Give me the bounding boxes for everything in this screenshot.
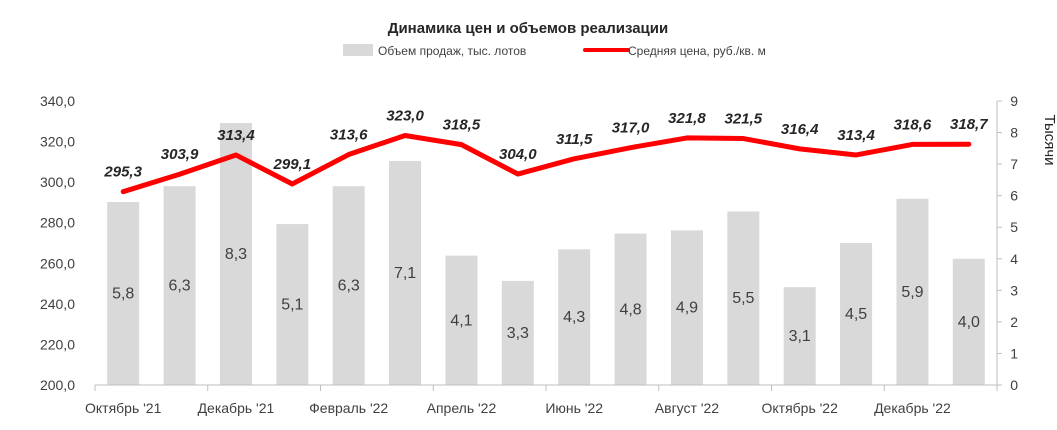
- bar: [219, 123, 252, 385]
- line-data-label: 313,4: [217, 127, 255, 144]
- x-tick-label: Октябрь '21: [85, 400, 162, 416]
- line-data-label: 313,4: [837, 127, 875, 144]
- bar-data-label: 5,5: [732, 290, 754, 307]
- y-left-tick-label: 220,0: [40, 336, 75, 352]
- bar: [501, 280, 534, 385]
- y-left-tick-label: 340,0: [40, 93, 75, 109]
- y-right-tick-label: 1: [1010, 345, 1018, 361]
- bar: [389, 160, 422, 385]
- line-data-label: 323,0: [386, 107, 424, 124]
- legend: Объем продаж, тыс. лотов Средняя цена, р…: [343, 44, 766, 58]
- x-tick-label: Декабрь '22: [874, 400, 951, 416]
- legend-line-label: Средняя цена, руб./кв. м: [628, 44, 766, 58]
- bar-data-label: 7,1: [394, 265, 416, 282]
- x-tick-label: Июнь '22: [545, 400, 603, 416]
- y-right-tick-label: 6: [1010, 188, 1018, 204]
- y-right-tick-label: 5: [1010, 219, 1018, 235]
- y-left-tick-label: 280,0: [40, 215, 75, 231]
- y-right-tick-label: 2: [1010, 314, 1018, 330]
- line-data-label: 313,6: [330, 127, 368, 144]
- y-right-tick-label: 7: [1010, 156, 1018, 172]
- line-data-label: 304,0: [499, 146, 537, 163]
- bar-data-label: 5,1: [281, 297, 303, 314]
- bar: [332, 186, 365, 385]
- bar: [614, 233, 647, 385]
- line-data-label: 311,5: [556, 131, 593, 148]
- bar-data-label: 4,1: [450, 312, 472, 329]
- y-left-tick-label: 260,0: [40, 255, 75, 271]
- bar-data-label: 4,9: [676, 300, 698, 317]
- bar: [952, 258, 985, 385]
- bar: [896, 198, 929, 385]
- bar-data-label: 3,1: [789, 328, 811, 345]
- bar: [276, 224, 309, 385]
- bars: [107, 123, 985, 385]
- line-data-label: 317,0: [612, 120, 650, 137]
- line-data-label: 318,7: [950, 116, 988, 133]
- y-right-axis-title: Тысячи: [1041, 114, 1057, 165]
- bar: [163, 186, 196, 385]
- y-right-tick-label: 9: [1010, 93, 1018, 109]
- bar-data-label: 5,9: [901, 284, 923, 301]
- bar: [670, 230, 703, 385]
- y-left-tick-label: 240,0: [40, 296, 75, 312]
- y-left-tick-label: 320,0: [40, 134, 75, 150]
- legend-bar-swatch: [343, 44, 373, 56]
- line-series: [120, 132, 972, 195]
- y-right-tick-label: 0: [1010, 377, 1018, 393]
- x-tick-label: Октябрь '22: [761, 400, 838, 416]
- bar-data-label: 4,8: [619, 301, 641, 318]
- bar-data-label: 8,3: [225, 246, 247, 263]
- x-tick-label: Август '22: [655, 400, 719, 416]
- x-tick-label: Февраль '22: [309, 400, 388, 416]
- bar-data-label: 6,3: [168, 278, 190, 295]
- line-data-label: 318,5: [443, 117, 481, 134]
- x-tick-label: Апрель '22: [427, 400, 497, 416]
- bar-data-label: 4,3: [563, 309, 585, 326]
- x-ticks: Октябрь '21 Декабрь '21 Февраль '22 Апрель …: [85, 385, 998, 416]
- x-tick-label: Декабрь '21: [198, 400, 275, 416]
- line-data-label: 299,1: [273, 156, 312, 173]
- y-right-tick-label: 3: [1010, 282, 1018, 298]
- bar-data-label: 4,0: [958, 314, 980, 331]
- y-left-axis: 200,0 220,0 240,0 260,0 280,0 300,0 320,0 340,0: [40, 93, 75, 393]
- bar-data-label: 6,3: [338, 278, 360, 295]
- bar: [783, 287, 816, 385]
- y-right-tick-label: 8: [1010, 125, 1018, 141]
- bar: [840, 243, 873, 385]
- bar-data-label: 4,5: [845, 306, 867, 323]
- bar: [107, 201, 140, 385]
- bar-labels: 5,8 6,3 8,3 5,1 6,3 7,1 4,1 3,3 4,3 4,8 4,9 5,5 3,1 4…: [112, 246, 980, 345]
- y-left-tick-label: 300,0: [40, 174, 75, 190]
- chart-title: Динамика цен и объемов реализации: [388, 20, 668, 37]
- y-right-axis: 0 1 2 3 4 5 6 7 8 9: [996, 93, 1018, 393]
- line-data-label: 318,6: [894, 116, 932, 133]
- bar: [445, 255, 478, 385]
- bar-data-label: 5,8: [112, 285, 134, 302]
- bar: [727, 211, 760, 385]
- legend-bar-label: Объем продаж, тыс. лотов: [378, 44, 526, 58]
- y-left-tick-label: 200,0: [40, 377, 75, 393]
- line-labels: 295,3 303,9 313,4 299,1 313,6 323,0 318,5 304,0…: [103, 107, 988, 180]
- line-data-label: 321,5: [725, 111, 763, 128]
- price-line: [120, 132, 972, 195]
- y-right-tick-label: 4: [1010, 251, 1018, 267]
- bar-data-label: 3,3: [507, 325, 529, 342]
- line-data-label: 316,4: [781, 121, 819, 138]
- bar: [558, 249, 591, 385]
- line-data-label: 303,9: [161, 146, 199, 163]
- line-data-label: 321,8: [668, 110, 706, 127]
- line-data-label: 295,3: [103, 164, 142, 181]
